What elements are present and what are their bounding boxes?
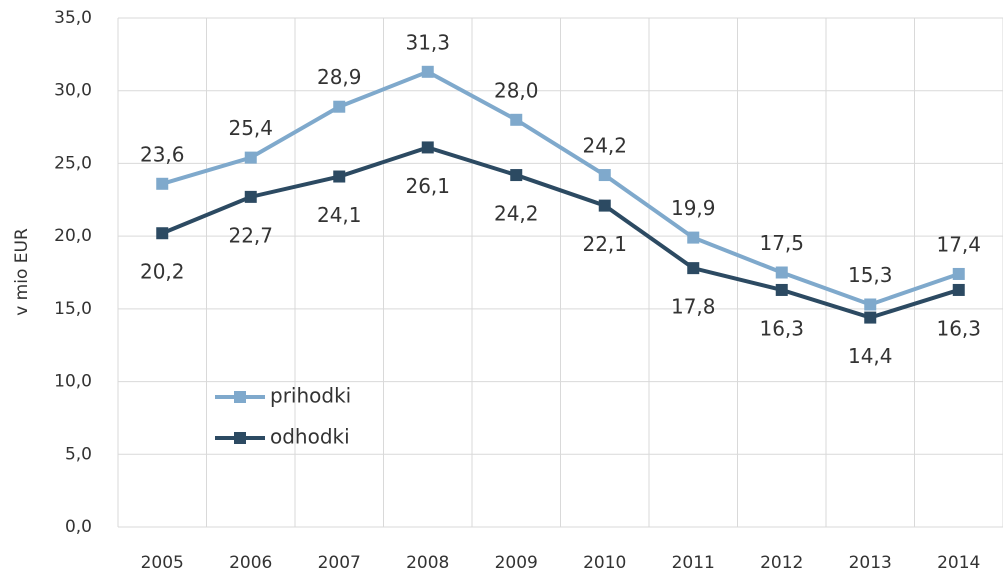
x-tick-label: 2006: [229, 553, 272, 573]
data-label: 24,2: [494, 202, 539, 226]
data-label: 31,3: [405, 30, 450, 54]
data-label: 19,9: [671, 196, 716, 220]
data-label: 26,1: [405, 174, 450, 198]
data-label: 15,3: [848, 263, 893, 287]
y-axis-label: v mio EUR: [12, 228, 32, 316]
x-tick-label: 2010: [583, 553, 626, 573]
data-point: [864, 298, 877, 311]
data-point: [333, 170, 346, 183]
data-point: [775, 283, 788, 296]
data-label: 23,6: [140, 142, 185, 166]
data-label: 17,4: [936, 232, 981, 256]
legend-marker: [234, 432, 246, 444]
data-label: 20,2: [140, 260, 185, 284]
x-tick-label: 2005: [141, 553, 184, 573]
data-point: [952, 283, 965, 296]
x-tick-label: 2009: [495, 553, 538, 573]
series-line: [161, 69, 960, 307]
data-label: 25,4: [228, 116, 273, 140]
data-point: [510, 113, 523, 126]
data-label: 28,0: [494, 78, 539, 102]
y-tick-label: 15,0: [54, 299, 92, 319]
data-label: 22,1: [582, 232, 627, 256]
x-tick-label: 2011: [672, 553, 715, 573]
data-point: [421, 65, 434, 78]
data-label: 14,4: [848, 344, 893, 368]
data-label: 17,5: [759, 231, 804, 255]
series-line: [161, 145, 960, 320]
data-point: [156, 177, 169, 190]
data-point: [952, 267, 965, 280]
data-label: 16,3: [759, 316, 804, 340]
data-label: 17,8: [671, 295, 716, 319]
x-tick-label: 2008: [406, 553, 449, 573]
data-point: [775, 266, 788, 279]
data-point: [333, 100, 346, 113]
y-tick-label: 30,0: [54, 81, 92, 101]
x-tick-label: 2007: [318, 553, 361, 573]
data-point: [687, 262, 700, 275]
y-tick-label: 25,0: [54, 153, 92, 173]
data-label: 28,9: [317, 65, 362, 89]
x-tick-label: 2014: [937, 553, 980, 573]
data-point: [598, 199, 611, 212]
data-point: [687, 231, 700, 244]
data-point: [864, 311, 877, 324]
x-tick-label: 2013: [849, 553, 892, 573]
data-point: [421, 141, 434, 154]
y-tick-label: 5,0: [65, 444, 92, 464]
data-label: 24,1: [317, 203, 362, 227]
data-label: 16,3: [936, 316, 981, 340]
data-point: [244, 151, 257, 164]
y-tick-label: 10,0: [54, 372, 92, 392]
legend-label: odhodki: [270, 425, 350, 449]
legend-label: prihodki: [270, 384, 351, 408]
data-point: [156, 227, 169, 240]
y-tick-label: 0,0: [65, 517, 92, 537]
data-label: 22,7: [228, 223, 273, 247]
y-tick-label: 35,0: [54, 8, 92, 28]
data-point: [244, 190, 257, 203]
data-point: [510, 169, 523, 182]
y-tick-label: 20,0: [54, 226, 92, 246]
x-tick-label: 2012: [760, 553, 803, 573]
legend-marker: [234, 391, 246, 403]
data-point: [598, 169, 611, 182]
data-label: 24,2: [582, 134, 627, 158]
